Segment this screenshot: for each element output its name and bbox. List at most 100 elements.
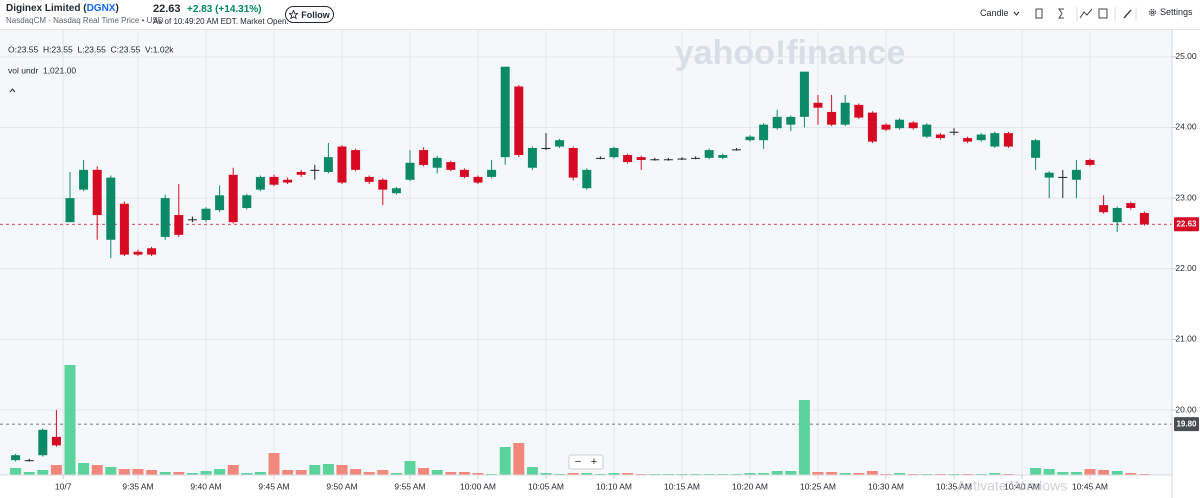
candle-body — [922, 124, 932, 137]
chart-type-menu[interactable]: Candle — [980, 8, 1020, 18]
candle-body — [840, 102, 850, 125]
x-tick-label: 10:30 AM — [868, 481, 904, 491]
follow-label: Follow — [301, 9, 330, 20]
candle-body — [759, 124, 769, 141]
candle-doji — [1058, 176, 1068, 178]
volume-bar — [540, 473, 552, 475]
candle-body — [935, 134, 945, 139]
x-tick-label: 10:35 AM — [936, 481, 972, 491]
candle-body — [786, 116, 796, 125]
price: 22.63 — [153, 3, 181, 15]
candle-body — [147, 248, 157, 255]
candle-body — [391, 188, 401, 194]
candle-doji — [691, 157, 701, 159]
candle-body — [106, 177, 116, 240]
candle-body — [555, 140, 565, 147]
candle-body — [201, 208, 211, 221]
follow-button[interactable]: Follow — [285, 6, 334, 23]
candle-body — [881, 124, 891, 130]
x-tick-label: 9:55 AM — [394, 481, 425, 491]
header-bar: Diginex Limited (DGNX) NasdaqCM - Nasdaq… — [0, 0, 1200, 30]
volume-bar — [608, 473, 620, 475]
candle-body — [65, 198, 75, 223]
volume-bar — [431, 470, 443, 475]
candle-doji — [731, 149, 741, 151]
volume-bar — [105, 467, 117, 475]
x-tick-label: 10/7 — [55, 481, 72, 491]
volume-bar — [146, 470, 158, 475]
volume-bar — [866, 471, 878, 475]
candle-doji — [187, 219, 197, 221]
candle-body — [351, 150, 361, 170]
events-icon[interactable] — [1079, 8, 1093, 19]
candle-body — [813, 102, 823, 108]
volume-bar — [309, 465, 321, 475]
volume-bar — [91, 465, 103, 475]
compare-icon[interactable] — [1035, 8, 1043, 19]
volume-readout: vol undr 1,021.00 — [8, 65, 76, 75]
volume-bar — [23, 472, 35, 475]
candle-body — [1044, 172, 1054, 178]
y-tick-label: 23.00 — [1175, 192, 1197, 202]
price-change: +2.83 (+14.31%) — [187, 4, 262, 15]
candle-doji — [541, 147, 551, 149]
star-icon — [289, 10, 299, 19]
candle-body — [92, 169, 102, 216]
settings-button[interactable]: Settings — [1148, 7, 1193, 17]
candle-body — [976, 134, 986, 141]
candle-doji — [663, 159, 673, 161]
volume-bar — [418, 468, 430, 475]
candle-body — [323, 157, 333, 172]
exchange-info: NasdaqCM - Nasdaq Real Time Price • USD — [6, 16, 164, 25]
volume-bar — [1098, 470, 1110, 475]
volume-bar — [758, 473, 770, 475]
y-tick-label: 21.00 — [1175, 334, 1197, 344]
volume-bar — [1043, 469, 1055, 475]
volume-bar — [499, 447, 511, 475]
volume-bar — [50, 465, 62, 475]
volume-bar — [404, 461, 416, 475]
volume-bar — [363, 472, 375, 475]
candle-doji — [949, 131, 959, 133]
ticker-symbol[interactable]: DGNX — [86, 3, 116, 14]
candle-body — [296, 171, 306, 175]
volume-bar — [839, 473, 851, 475]
candle-doji — [595, 157, 605, 159]
candle-body — [1071, 169, 1081, 180]
volume-bar — [350, 469, 362, 475]
zoom-in[interactable]: + — [591, 456, 597, 468]
x-tick-label: 10:00 AM — [460, 481, 496, 491]
zoom-control — [568, 454, 604, 470]
x-tick-label: 9:45 AM — [258, 481, 289, 491]
as-of: As of 10:49:20 AM EDT. Market Open. — [153, 17, 289, 26]
zoom-out[interactable]: − — [575, 456, 581, 468]
volume-bar — [132, 469, 144, 475]
x-tick-label: 10:15 AM — [664, 481, 700, 491]
volume-bar — [622, 473, 634, 475]
candle-body — [405, 162, 415, 180]
volume-bar — [1111, 471, 1123, 475]
gear-icon — [1148, 8, 1157, 16]
candle-body — [1126, 203, 1136, 208]
volume-bar — [445, 472, 457, 475]
volume-bar — [812, 472, 824, 475]
price-tag-label: 19.80 — [1176, 419, 1197, 428]
candle-body — [228, 174, 238, 223]
volume-bar — [173, 472, 185, 475]
date-range-icon[interactable] — [1098, 8, 1108, 19]
collapse-icon[interactable] — [9, 88, 16, 93]
candle-body — [119, 203, 129, 255]
draw-icon[interactable] — [1123, 9, 1132, 19]
chevron-icon — [1013, 11, 1019, 16]
x-tick-label: 9:40 AM — [190, 481, 221, 491]
candle-body — [337, 146, 347, 183]
candle-body — [446, 162, 456, 170]
ohlc-readout: O:23.55 H:23.55 L:23.55 C:23.55 V:1.02k — [8, 44, 174, 54]
y-tick-label: 20.00 — [1175, 404, 1197, 414]
volume-bar — [322, 464, 334, 475]
candle-body — [1139, 212, 1149, 225]
indicators-icon[interactable] — [1058, 8, 1064, 19]
candle-body — [215, 195, 225, 211]
x-tick-label: 9:50 AM — [326, 481, 357, 491]
